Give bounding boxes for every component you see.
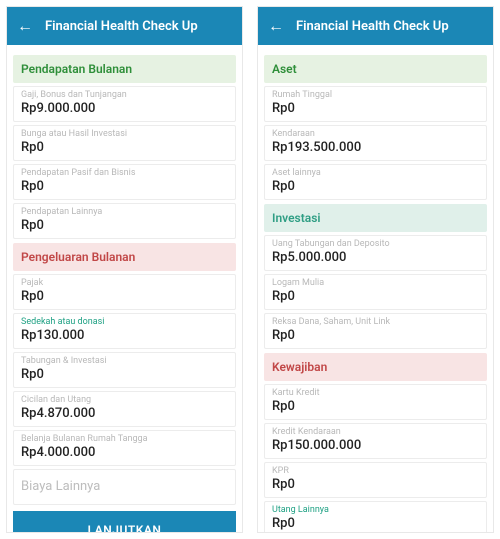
field-label: Gaji, Bonus dan Tunjangan [21,90,228,101]
section-header-invest: Investasi [264,204,487,232]
field-vehicle[interactable]: Kendaraan Rp193.500.000 [264,125,487,161]
field-interest[interactable]: Bunga atau Hasil Investasi Rp0 [13,125,236,161]
field-label: Kendaraan [272,129,479,140]
screen-income-expense: ← Financial Health Check Up Pendapatan B… [6,6,243,533]
section-header-income: Pendapatan Bulanan [13,55,236,83]
field-value: Rp193.500.000 [272,140,479,156]
field-salary[interactable]: Gaji, Bonus dan Tunjangan Rp9.000.000 [13,86,236,122]
field-saving[interactable]: Tabungan & Investasi Rp0 [13,352,236,388]
field-value: Rp0 [272,328,479,344]
field-value: Rp0 [21,140,228,156]
field-value: Rp0 [21,367,228,383]
field-label: Pajak [21,278,228,289]
field-value: Rp0 [272,289,479,305]
field-value: Rp9.000.000 [21,101,228,117]
screen-asset-liability: ← Financial Health Check Up Aset Rumah T… [257,6,494,533]
field-label: KPR [272,466,479,477]
field-value: Rp0 [272,477,479,493]
section-header-liability: Kewajiban [264,353,487,381]
field-passive[interactable]: Pendapatan Pasif dan Bisnis Rp0 [13,164,236,200]
field-label: Logam Mulia [272,278,479,289]
back-icon[interactable]: ← [268,18,284,34]
field-house[interactable]: Rumah Tinggal Rp0 [264,86,487,122]
field-value: Rp0 [21,218,228,234]
section-header-expense: Pengeluaran Bulanan [13,243,236,271]
page-title: Financial Health Check Up [45,19,198,34]
field-label: Cicilan dan Utang [21,395,228,406]
field-value: Rp150.000.000 [272,438,479,454]
field-donation[interactable]: Sedekah atau donasi Rp130.000 [13,313,236,349]
field-value: Rp5.000.000 [272,250,479,266]
field-value: Rp0 [272,399,479,415]
field-installment[interactable]: Cicilan dan Utang Rp4.870.000 [13,391,236,427]
field-label: Aset lainnya [272,168,479,179]
field-label: Pendapatan Pasif dan Bisnis [21,168,228,179]
back-icon[interactable]: ← [17,18,33,34]
field-other-debt[interactable]: Utang Lainnya Rp0 [264,501,487,532]
field-other-income[interactable]: Pendapatan Lainnya Rp0 [13,203,236,239]
field-label: Bunga atau Hasil Investasi [21,129,228,140]
field-value: Rp130.000 [21,328,228,344]
section-header-asset: Aset [264,55,487,83]
form-scroll: Pendapatan Bulanan Gaji, Bonus dan Tunja… [7,45,242,532]
field-label: Belanja Bulanan Rumah Tangga [21,434,228,445]
field-value: Rp0 [21,289,228,305]
field-label: Pendapatan Lainnya [21,207,228,218]
field-other-expense[interactable]: Biaya Lainnya [13,469,236,505]
field-mortgage[interactable]: KPR Rp0 [264,462,487,498]
field-value: Rp0 [272,101,479,117]
field-label: Uang Tabungan dan Deposito [272,239,479,250]
field-value: Rp0 [272,516,479,532]
field-value: Rp0 [21,179,228,195]
field-value: Rp4.000.000 [21,445,228,461]
field-placeholder: Biaya Lainnya [21,473,228,500]
field-vehicle-loan[interactable]: Kredit Kendaraan Rp150.000.000 [264,423,487,459]
appbar: ← Financial Health Check Up [258,7,493,45]
form-scroll: Aset Rumah Tinggal Rp0 Kendaraan Rp193.5… [258,45,493,532]
field-label: Rumah Tinggal [272,90,479,101]
field-label: Sedekah atau donasi [21,317,228,328]
field-gold[interactable]: Logam Mulia Rp0 [264,274,487,310]
page-title: Financial Health Check Up [296,19,449,34]
field-label: Reksa Dana, Saham, Unit Link [272,317,479,328]
continue-button[interactable]: LANJUTKAN [13,511,236,532]
field-label: Kartu Kredit [272,388,479,399]
field-savings[interactable]: Uang Tabungan dan Deposito Rp5.000.000 [264,235,487,271]
field-value: Rp4.870.000 [21,406,228,422]
field-household[interactable]: Belanja Bulanan Rumah Tangga Rp4.000.000 [13,430,236,466]
field-label: Kredit Kendaraan [272,427,479,438]
field-value: Rp0 [272,179,479,195]
field-credit-card[interactable]: Kartu Kredit Rp0 [264,384,487,420]
field-label: Tabungan & Investasi [21,356,228,367]
field-other-asset[interactable]: Aset lainnya Rp0 [264,164,487,200]
appbar: ← Financial Health Check Up [7,7,242,45]
field-label: Utang Lainnya [272,505,479,516]
field-mutual-fund[interactable]: Reksa Dana, Saham, Unit Link Rp0 [264,313,487,349]
field-tax[interactable]: Pajak Rp0 [13,274,236,310]
